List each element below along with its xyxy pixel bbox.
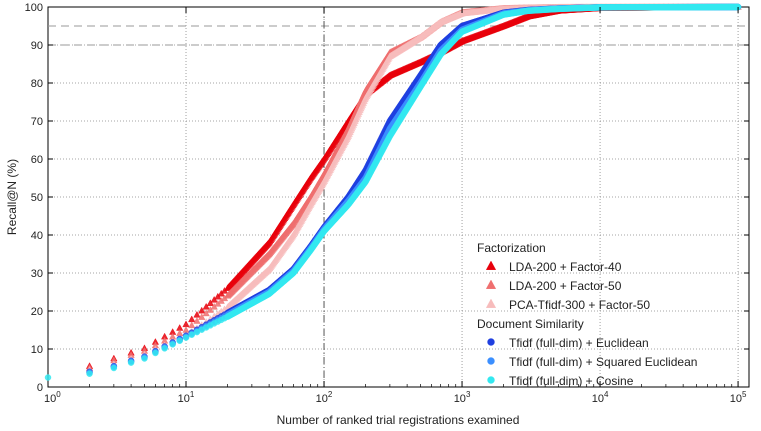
x-tick-base: 10: [44, 393, 56, 405]
legend: Factorization LDA-200 + Factor-40 LDA-200 …: [477, 241, 697, 388]
data-point: [127, 359, 135, 366]
x-tick-exponent: 3: [466, 390, 471, 399]
legend-entry-label: Tfidf (full-dim) + Euclidean: [509, 336, 649, 350]
legend-entry-label: LDA-200 + Factor-40: [509, 260, 622, 274]
data-point: [44, 374, 52, 381]
series-5: [44, 3, 742, 381]
data-point: [182, 334, 190, 341]
y-tick-label: 40: [31, 230, 43, 242]
data-point: [202, 309, 210, 317]
y-tick-label: 30: [31, 268, 43, 280]
x-tick-label: 101: [178, 390, 195, 405]
data-point: [198, 313, 206, 320]
y-tick-label: 0: [37, 382, 43, 394]
x-tick-exponent: 1: [190, 390, 195, 399]
y-tick-label: 90: [31, 40, 43, 52]
legend-group-title: Factorization: [477, 241, 546, 255]
legend-marker-triangle: [485, 260, 497, 270]
legend-group-title: Document Similarity: [477, 317, 584, 331]
y-tick-label: 60: [31, 154, 43, 166]
x-tick-label: 102: [316, 390, 333, 405]
y-tick-label: 70: [31, 116, 43, 128]
y-tick-label: 20: [31, 306, 43, 318]
legend-entry-label: LDA-200 + Factor-50: [509, 279, 622, 293]
data-point: [169, 341, 176, 348]
legend-entry-label: Tfidf (full-dim) + Cosine: [509, 374, 634, 388]
data-point: [206, 299, 214, 306]
data-point: [152, 349, 159, 357]
x-tick-exponent: 5: [742, 390, 747, 399]
x-tick-exponent: 0: [56, 390, 61, 399]
data-point: [202, 302, 210, 310]
legend-marker-triangle: [485, 298, 497, 308]
data-point: [176, 337, 183, 344]
data-point: [110, 364, 118, 372]
y-axis-label: Recall@N (%): [5, 159, 19, 235]
data-point: [188, 321, 196, 329]
x-tick-exponent: 2: [328, 390, 333, 399]
y-tick-label: 10: [31, 344, 43, 356]
x-tick-exponent: 4: [604, 390, 609, 399]
x-tick-base: 10: [316, 393, 328, 405]
x-tick-base: 10: [730, 393, 742, 405]
x-tick-label: 100: [44, 390, 61, 405]
x-tick-base: 10: [178, 393, 190, 405]
grid-layer: [48, 7, 749, 387]
x-tick-base: 10: [454, 393, 466, 405]
data-point: [206, 306, 214, 313]
data-point: [198, 306, 206, 314]
data-point: [141, 355, 148, 362]
x-tick-label: 105: [730, 390, 747, 405]
data-point: [188, 331, 195, 338]
x-tick-label: 103: [454, 390, 471, 405]
y-tick-label: 100: [25, 2, 43, 14]
legend-entry-label: PCA-Tfidf-300 + Factor-50: [509, 298, 650, 312]
legend-marker-circle: [487, 376, 495, 384]
x-tick-base: 10: [592, 393, 604, 405]
series-layer: [44, 3, 742, 381]
x-axis-label: Number of ranked trial registrations exa…: [277, 413, 520, 427]
data-point: [86, 370, 93, 377]
legend-marker-circle: [487, 338, 495, 346]
x-tick-label: 104: [592, 390, 609, 405]
legend-entry-label: Tfidf (full-dim) + Squared Euclidean: [509, 355, 697, 369]
legend-marker-triangle: [485, 279, 497, 289]
legend-marker-circle: [487, 357, 495, 365]
data-point: [193, 317, 201, 324]
y-tick-label: 80: [31, 78, 43, 90]
data-point: [161, 345, 168, 352]
y-tick-label: 50: [31, 192, 43, 204]
